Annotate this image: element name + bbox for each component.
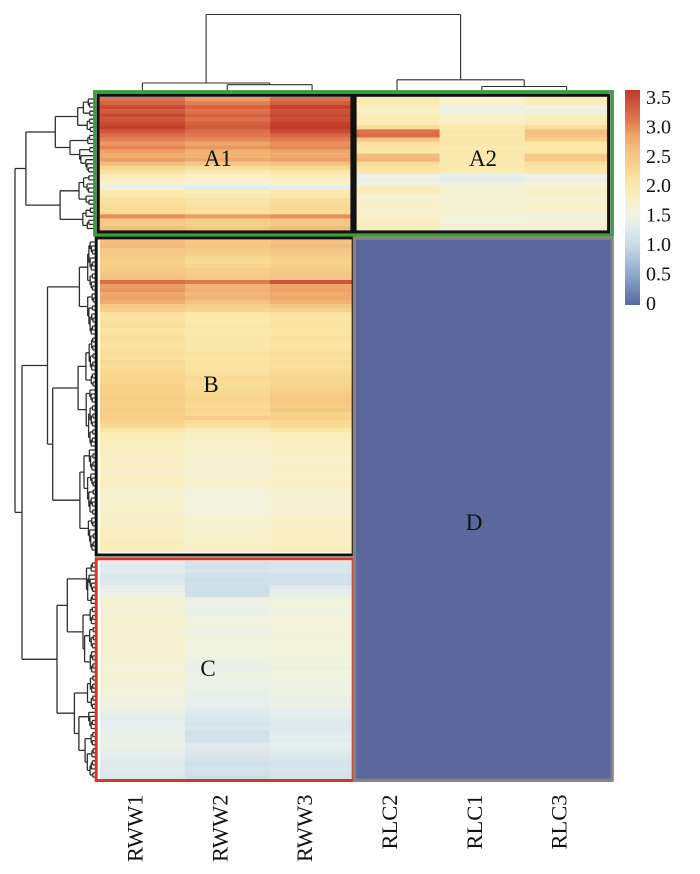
svg-text:RLC3: RLC3 [547,795,572,850]
svg-text:RWW1: RWW1 [122,795,147,863]
svg-text:RWW3: RWW3 [292,795,317,863]
svg-text:1.5: 1.5 [646,205,671,227]
svg-text:0: 0 [646,293,656,315]
svg-text:1.0: 1.0 [646,234,671,256]
svg-text:C: C [200,656,215,681]
svg-text:3.0: 3.0 [646,116,671,138]
svg-text:D: D [466,510,483,535]
svg-text:RLC1: RLC1 [462,795,487,850]
svg-text:3.5: 3.5 [646,87,671,109]
svg-text:RWW2: RWW2 [207,795,232,863]
svg-text:A2: A2 [469,146,497,171]
svg-text:0.5: 0.5 [646,263,671,285]
svg-text:RLC2: RLC2 [377,795,402,850]
svg-text:B: B [203,372,218,397]
svg-text:A1: A1 [204,146,232,171]
svg-text:2.5: 2.5 [646,146,671,168]
svg-text:2.0: 2.0 [646,175,671,197]
